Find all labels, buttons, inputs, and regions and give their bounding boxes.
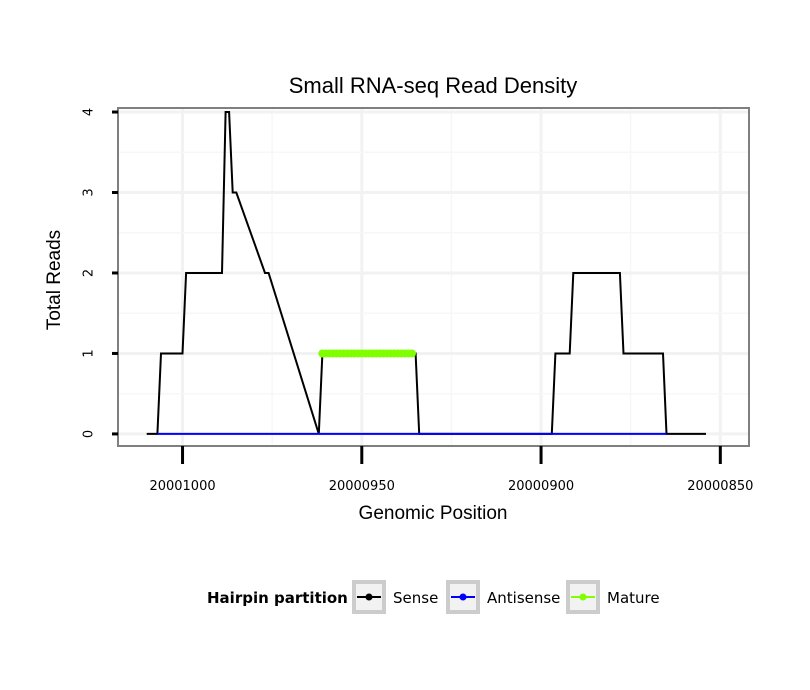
legend-label-mature: Mature — [607, 589, 660, 607]
plot-panel-border — [117, 107, 750, 447]
x-tick-label: 20001000 — [149, 479, 215, 494]
y-axis-label: Total Reads — [44, 230, 65, 330]
x-tick-label: 20000950 — [329, 479, 395, 494]
legend-point-antisense — [459, 593, 467, 601]
y-tick-label: 3 — [82, 188, 97, 196]
legend: Hairpin partition Sense Antisense Mature — [207, 580, 660, 614]
y-tick-label: 1 — [82, 349, 97, 357]
legend-point-mature — [579, 593, 587, 601]
gridlines — [118, 108, 749, 446]
y-tick-label: 4 — [82, 108, 97, 116]
y-tick-label: 2 — [82, 269, 97, 277]
axes: 0 1 2 3 4 20001000 20000950 20000900 20000850 — [82, 108, 754, 494]
series-line-sense — [146, 111, 706, 435]
series-layer — [146, 111, 706, 435]
y-tick-label: 0 — [82, 430, 97, 438]
legend-point-sense — [365, 593, 373, 601]
x-tick-label: 20000850 — [687, 479, 753, 494]
legend-label-antisense: Antisense — [487, 589, 560, 607]
legend-label-sense: Sense — [393, 589, 438, 607]
legend-title: Hairpin partition — [207, 589, 348, 607]
mature-point — [407, 349, 416, 358]
x-axis-label: Genomic Position — [359, 503, 508, 524]
x-tick-label: 20000900 — [508, 479, 574, 494]
chart-title: Small RNA-seq Read Density — [289, 73, 578, 98]
